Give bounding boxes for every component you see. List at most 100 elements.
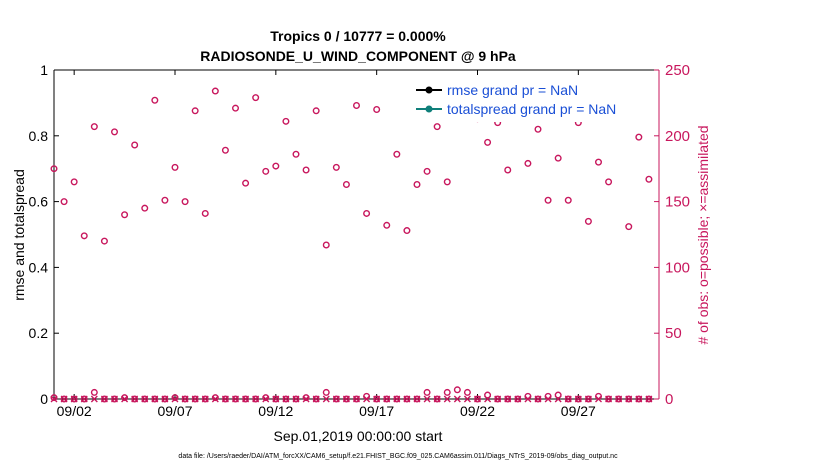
obs-possible-point [393, 395, 401, 403]
obs-possible-point [413, 180, 421, 188]
obs-possible-point [80, 395, 88, 403]
obs-possible-point [564, 395, 572, 403]
obs-possible-point [151, 395, 159, 403]
obs-possible-point [100, 237, 108, 245]
obs-assimilated-point [403, 395, 411, 403]
obs-possible-point [231, 395, 239, 403]
obs-assimilated-point [131, 395, 139, 403]
legend-totalspread-label: totalspread grand pr = NaN [447, 101, 616, 117]
obs-possible-point [544, 196, 552, 204]
obs-possible-point [332, 163, 340, 171]
legend: rmse grand pr = NaN totalspread grand pr… [412, 80, 648, 122]
obs-assimilated-point [534, 395, 542, 403]
obs-assimilated-point [564, 395, 572, 403]
obs-possible-point [332, 395, 340, 403]
obs-possible-point [413, 395, 421, 403]
obs-assimilated-point [635, 395, 643, 403]
obs-possible-point [201, 395, 209, 403]
y-right-tick-label: 150 [665, 194, 690, 211]
obs-assimilated-point [141, 395, 149, 403]
obs-possible-point [403, 395, 411, 403]
chart-title-line2: RADIOSONDE_U_WIND_COMPONENT @ 9 hPa [200, 48, 516, 64]
obs-possible-point [252, 94, 260, 102]
obs-possible-point [110, 395, 118, 403]
data-marks [50, 87, 653, 403]
obs-possible-point [60, 395, 68, 403]
obs-possible-point [292, 395, 300, 403]
obs-possible-point [363, 209, 371, 217]
obs-possible-point [494, 395, 502, 403]
obs-assimilated-point [484, 395, 492, 403]
obs-possible-point [353, 395, 361, 403]
obs-possible-point [342, 395, 350, 403]
obs-possible-point [433, 395, 441, 403]
chart-title-line1: Tropics 0 / 10777 = 0.000% [270, 28, 446, 44]
obs-assimilated-point [191, 395, 199, 403]
obs-assimilated-point [252, 395, 260, 403]
obs-assimilated-point [60, 395, 68, 403]
obs-possible-point [595, 158, 603, 166]
obs-possible-point [322, 241, 330, 249]
obs-possible-point [524, 159, 532, 167]
obs-possible-point [605, 178, 613, 186]
obs-assimilated-point [262, 395, 270, 403]
y-axis-right-label: # of obs: o=possible; ×=assimilated [695, 125, 711, 344]
obs-possible-point [191, 107, 199, 115]
obs-assimilated-point [453, 395, 461, 403]
obs-possible-point [121, 394, 129, 402]
obs-possible-point [90, 388, 98, 396]
obs-possible-point [534, 125, 542, 133]
obs-assimilated-point [80, 395, 88, 403]
obs-possible-point [584, 217, 592, 225]
obs-assimilated-point [171, 395, 179, 403]
obs-possible-point [564, 196, 572, 204]
y-axis-label: rmse and totalspread [11, 169, 27, 301]
y-tick-label: 0.8 [29, 128, 49, 144]
data-file-footnote: data file: /Users/raeder/DAI/ATM_forcXX/… [178, 453, 618, 460]
obs-possible-point [272, 395, 280, 403]
y-tick-label: 0.2 [29, 325, 49, 341]
obs-assimilated-point [494, 395, 502, 403]
obs-assimilated-point [332, 395, 340, 403]
obs-possible-point [504, 166, 512, 174]
obs-assimilated-point [100, 395, 108, 403]
obs-possible-point [90, 123, 98, 131]
obs-possible-point [574, 395, 582, 403]
obs-assimilated-point [282, 395, 290, 403]
obs-possible-point [181, 395, 189, 403]
obs-assimilated-point [272, 395, 280, 403]
obs-possible-point [191, 395, 199, 403]
obs-possible-point [262, 167, 270, 175]
obs-assimilated-point [433, 395, 441, 403]
obs-possible-point [463, 388, 471, 396]
obs-assimilated-point [363, 395, 371, 403]
obs-possible-point [403, 227, 411, 235]
obs-possible-point [302, 166, 310, 174]
obs-possible-point [70, 395, 78, 403]
obs-possible-point [242, 179, 250, 187]
obs-possible-point [322, 388, 330, 396]
obs-assimilated-point [111, 395, 118, 403]
obs-possible-point [60, 198, 68, 206]
obs-possible-point [383, 221, 391, 229]
y-right-tick-label: 200 [665, 128, 690, 145]
obs-possible-point [484, 391, 492, 399]
obs-possible-point [625, 223, 633, 231]
x-axis-label: Sep.01,2019 00:00:00 start [274, 428, 443, 444]
obs-assimilated-point [625, 395, 633, 403]
obs-assimilated-point [161, 395, 169, 403]
x-tick-label: 09/07 [157, 403, 192, 419]
obs-possible-point [433, 123, 441, 131]
obs-assimilated-point [544, 395, 552, 403]
obs-possible-point [110, 128, 118, 136]
obs-possible-point [211, 394, 219, 402]
y-right-tick-label: 50 [665, 325, 682, 342]
obs-assimilated-point [181, 395, 189, 403]
obs-possible-point [141, 395, 149, 403]
obs-possible-point [383, 395, 391, 403]
obs-possible-point [211, 87, 219, 95]
obs-assimilated-point [151, 395, 159, 403]
obs-possible-point [615, 395, 623, 403]
x-tick-label: 09/17 [359, 403, 394, 419]
legend-rmse-label: rmse grand pr = NaN [447, 82, 578, 98]
